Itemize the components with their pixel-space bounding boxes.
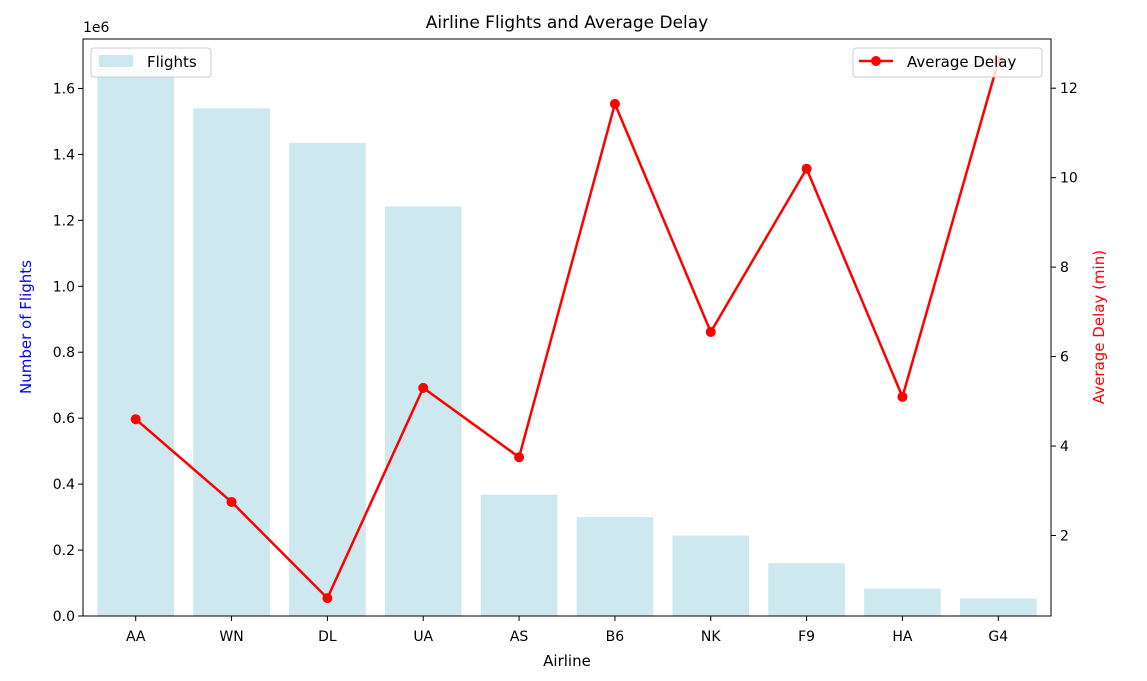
x-tick-label-dl: DL [318, 629, 337, 645]
x-tick-label-nk: NK [701, 629, 721, 645]
y-tick-label: 1.0 [53, 279, 75, 295]
x-tick-label-b6: B6 [606, 629, 625, 645]
y-tick-label: 1.2 [53, 213, 75, 229]
y-offset-text: 1e6 [83, 20, 110, 36]
delay-point-b6 [609, 98, 620, 109]
y2-tick-label: 2 [1060, 528, 1069, 544]
x-tick-label-aa: AA [126, 629, 146, 645]
delay-point-f9 [801, 163, 812, 174]
y-tick-label: 1.4 [53, 147, 75, 163]
delay-point-as [514, 452, 525, 463]
legend-average-delay[interactable]: Average Delay [852, 47, 1043, 78]
y2-tick-label: 6 [1060, 350, 1069, 366]
y-tick-label: 0.4 [53, 477, 75, 493]
legend-flights[interactable]: Flights [90, 47, 212, 78]
delay-point-nk [705, 326, 716, 337]
y2-tick-label: 8 [1060, 260, 1069, 276]
y-tick-label: 1.6 [53, 81, 75, 97]
x-tick-label-ua: UA [413, 629, 433, 645]
line-layer [130, 56, 1004, 604]
x-axis-label: Airline [543, 652, 591, 670]
bar-as [480, 494, 558, 616]
y2-tick-label: 10 [1060, 171, 1078, 187]
x-tick-label-wn: WN [219, 629, 243, 645]
bar-ha [864, 588, 941, 616]
y2-tick-label: 12 [1060, 81, 1078, 97]
delay-point-dl [322, 593, 333, 604]
bar-wn [193, 108, 270, 617]
bar-ua [384, 206, 462, 616]
legend-delay-label: Average Delay [907, 53, 1017, 71]
x-tick-label-f9: F9 [798, 629, 815, 645]
bar-nk [672, 535, 750, 616]
legend-flights-label: Flights [147, 53, 197, 71]
x-tick-label-as: AS [510, 629, 529, 645]
y2-tick-label: 4 [1060, 439, 1069, 455]
chart-title: Airline Flights and Average Delay [426, 13, 709, 33]
y-tick-label: 0.6 [53, 411, 75, 427]
bars-layer [97, 68, 1037, 617]
y-tick-label: 0.0 [53, 609, 75, 625]
bar-dl [289, 142, 366, 617]
bar-b6 [576, 517, 654, 616]
delay-point-ha [897, 391, 908, 402]
x-tick-label-ha: HA [892, 629, 913, 645]
y-axis-label: Number of Flights [17, 260, 35, 394]
plot-frame [82, 38, 1052, 617]
delay-point-wn [226, 496, 237, 507]
y2-axis-label: Average Delay (min) [1090, 250, 1108, 404]
bar-aa [97, 68, 175, 616]
ticks-layer: AA WN DL UA AS B6 NK F9 HA G4 0.0 0.2 0.4 0.6 0.8 1.0 1.… [53, 81, 1078, 645]
legend-flights-swatch [99, 55, 133, 67]
bar-f9 [768, 563, 845, 616]
legend-delay-marker [871, 56, 881, 66]
delay-point-ua [418, 382, 429, 393]
delay-line [134, 61, 1000, 600]
bar-g4 [959, 598, 1037, 616]
y-tick-label: 0.2 [53, 543, 75, 559]
x-tick-label-g4: G4 [988, 629, 1008, 645]
delay-point-aa [130, 414, 141, 425]
y-tick-label: 0.8 [53, 345, 75, 361]
